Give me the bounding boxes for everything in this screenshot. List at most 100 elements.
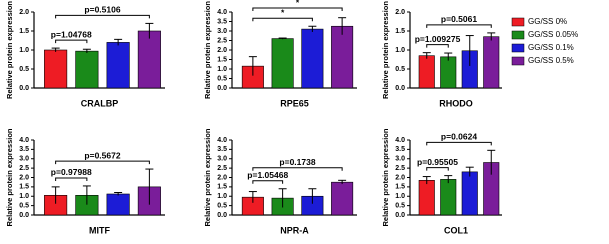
y-tick-label: 0.5 [19, 66, 29, 73]
y-tick-label: 2.0 [395, 174, 405, 181]
bar [301, 28, 324, 89]
y-tick-label: 2.0 [19, 9, 29, 16]
y-tick-label: 0.5 [217, 75, 227, 82]
x-axis-label: RHODO [439, 98, 473, 108]
y-tick-label: 0.0 [395, 212, 405, 219]
y-tick-label: 1.5 [217, 184, 227, 191]
x-axis-label: MITF [89, 225, 110, 235]
significance-label: p=0.97988 [51, 167, 92, 177]
y-tick-label: 0.0 [217, 212, 227, 219]
y-tick-label: 3.0 [19, 156, 29, 163]
x-axis-label: RPE65 [280, 98, 309, 108]
y-tick-label: 4.0 [395, 137, 405, 144]
significance-label: p=0.5106 [84, 5, 120, 15]
x-axis-label: CRALBP [81, 98, 119, 108]
bar [106, 42, 130, 89]
y-axis-label: Relative protein expression [381, 1, 390, 99]
legend-swatch [511, 43, 525, 53]
bar [418, 180, 435, 216]
y-tick-label: 3.0 [217, 156, 227, 163]
significance-label: p=0.5672 [84, 150, 120, 160]
significance-bracket [252, 17, 313, 22]
significance-label: p=0.95505 [417, 157, 458, 167]
significance-label: * [296, 0, 300, 7]
bar [461, 171, 478, 216]
y-tick-label: 1.0 [19, 47, 29, 54]
significance-bracket [252, 180, 284, 184]
y-tick-label: 0.0 [19, 85, 29, 92]
significance-bracket [426, 24, 492, 28]
y-tick-label: 1.5 [395, 184, 405, 191]
y-tick-label: 3.0 [395, 156, 405, 163]
y-tick-label: 2.0 [395, 9, 405, 16]
y-tick-label: 1.0 [217, 66, 227, 73]
legend-label: GG/SS 0.1% [528, 43, 574, 52]
legend-label: GG/SS 0.5% [528, 56, 574, 65]
y-tick-label: 0.0 [19, 212, 29, 219]
legend-label: GG/SS 0% [528, 17, 567, 26]
y-axis-label: Relative protein expression [5, 128, 14, 226]
significance-label: p=0.0624 [441, 132, 477, 142]
significance-bracket [55, 39, 88, 44]
y-tick-label: 3.5 [19, 146, 29, 153]
bar [440, 56, 457, 89]
y-tick-label: 0.0 [217, 85, 227, 92]
bar [331, 25, 354, 89]
significance-bracket [252, 167, 343, 171]
y-tick-label: 1.5 [395, 28, 405, 35]
y-tick-label: 2.5 [217, 37, 227, 44]
y-tick-label: 4.0 [217, 137, 227, 144]
y-axis-label: Relative protein expression [381, 128, 390, 226]
y-axis-label: Relative protein expression [203, 1, 212, 99]
y-tick-label: 0.5 [19, 202, 29, 209]
y-tick-label: 3.0 [217, 28, 227, 35]
legend-swatch [511, 30, 525, 40]
significance-bracket [426, 167, 449, 171]
significance-bracket [55, 14, 150, 19]
significance-label: p=0.5061 [441, 14, 477, 24]
y-tick-label: 4.0 [217, 9, 227, 16]
significance-bracket [426, 44, 449, 48]
bar [440, 179, 457, 216]
y-tick-label: 1.0 [19, 193, 29, 200]
y-tick-label: 1.5 [19, 28, 29, 35]
bar [483, 36, 500, 89]
legend-label: GG/SS 0.05% [528, 30, 578, 39]
y-tick-label: 0.0 [395, 85, 405, 92]
y-tick-label: 2.5 [395, 165, 405, 172]
legend-swatch [511, 17, 525, 27]
bar [75, 50, 99, 89]
bar [418, 55, 435, 89]
bar [44, 49, 68, 89]
significance-label: p=0.1738 [279, 157, 315, 167]
y-axis-label: Relative protein expression [203, 128, 212, 226]
y-tick-label: 2.5 [19, 165, 29, 172]
significance-label: p=1.009275 [415, 34, 461, 44]
legend-swatch [511, 56, 525, 66]
y-tick-label: 1.5 [19, 184, 29, 191]
y-tick-label: 3.5 [217, 18, 227, 25]
significance-label: * [281, 8, 285, 18]
significance-label: p=1.05468 [247, 170, 288, 180]
y-tick-label: 1.0 [395, 193, 405, 200]
bar [271, 38, 294, 89]
significance-bracket [55, 177, 88, 181]
x-axis-label: NPR-A [280, 225, 309, 235]
y-axis-label: Relative protein expression [5, 1, 14, 99]
y-tick-label: 2.0 [217, 47, 227, 54]
x-axis-label: COL1 [444, 225, 468, 235]
y-tick-label: 1.0 [395, 47, 405, 54]
y-tick-label: 1.5 [217, 56, 227, 63]
y-tick-label: 2.0 [19, 174, 29, 181]
significance-bracket [426, 141, 492, 146]
significance-bracket [55, 160, 150, 165]
y-tick-label: 3.5 [395, 146, 405, 153]
y-tick-label: 2.5 [217, 165, 227, 172]
y-tick-label: 0.5 [395, 202, 405, 209]
y-tick-label: 4.0 [19, 137, 29, 144]
y-tick-label: 0.5 [217, 202, 227, 209]
bar [331, 181, 354, 216]
significance-label: p=1.04768 [51, 29, 92, 39]
significance-bracket [252, 7, 343, 11]
